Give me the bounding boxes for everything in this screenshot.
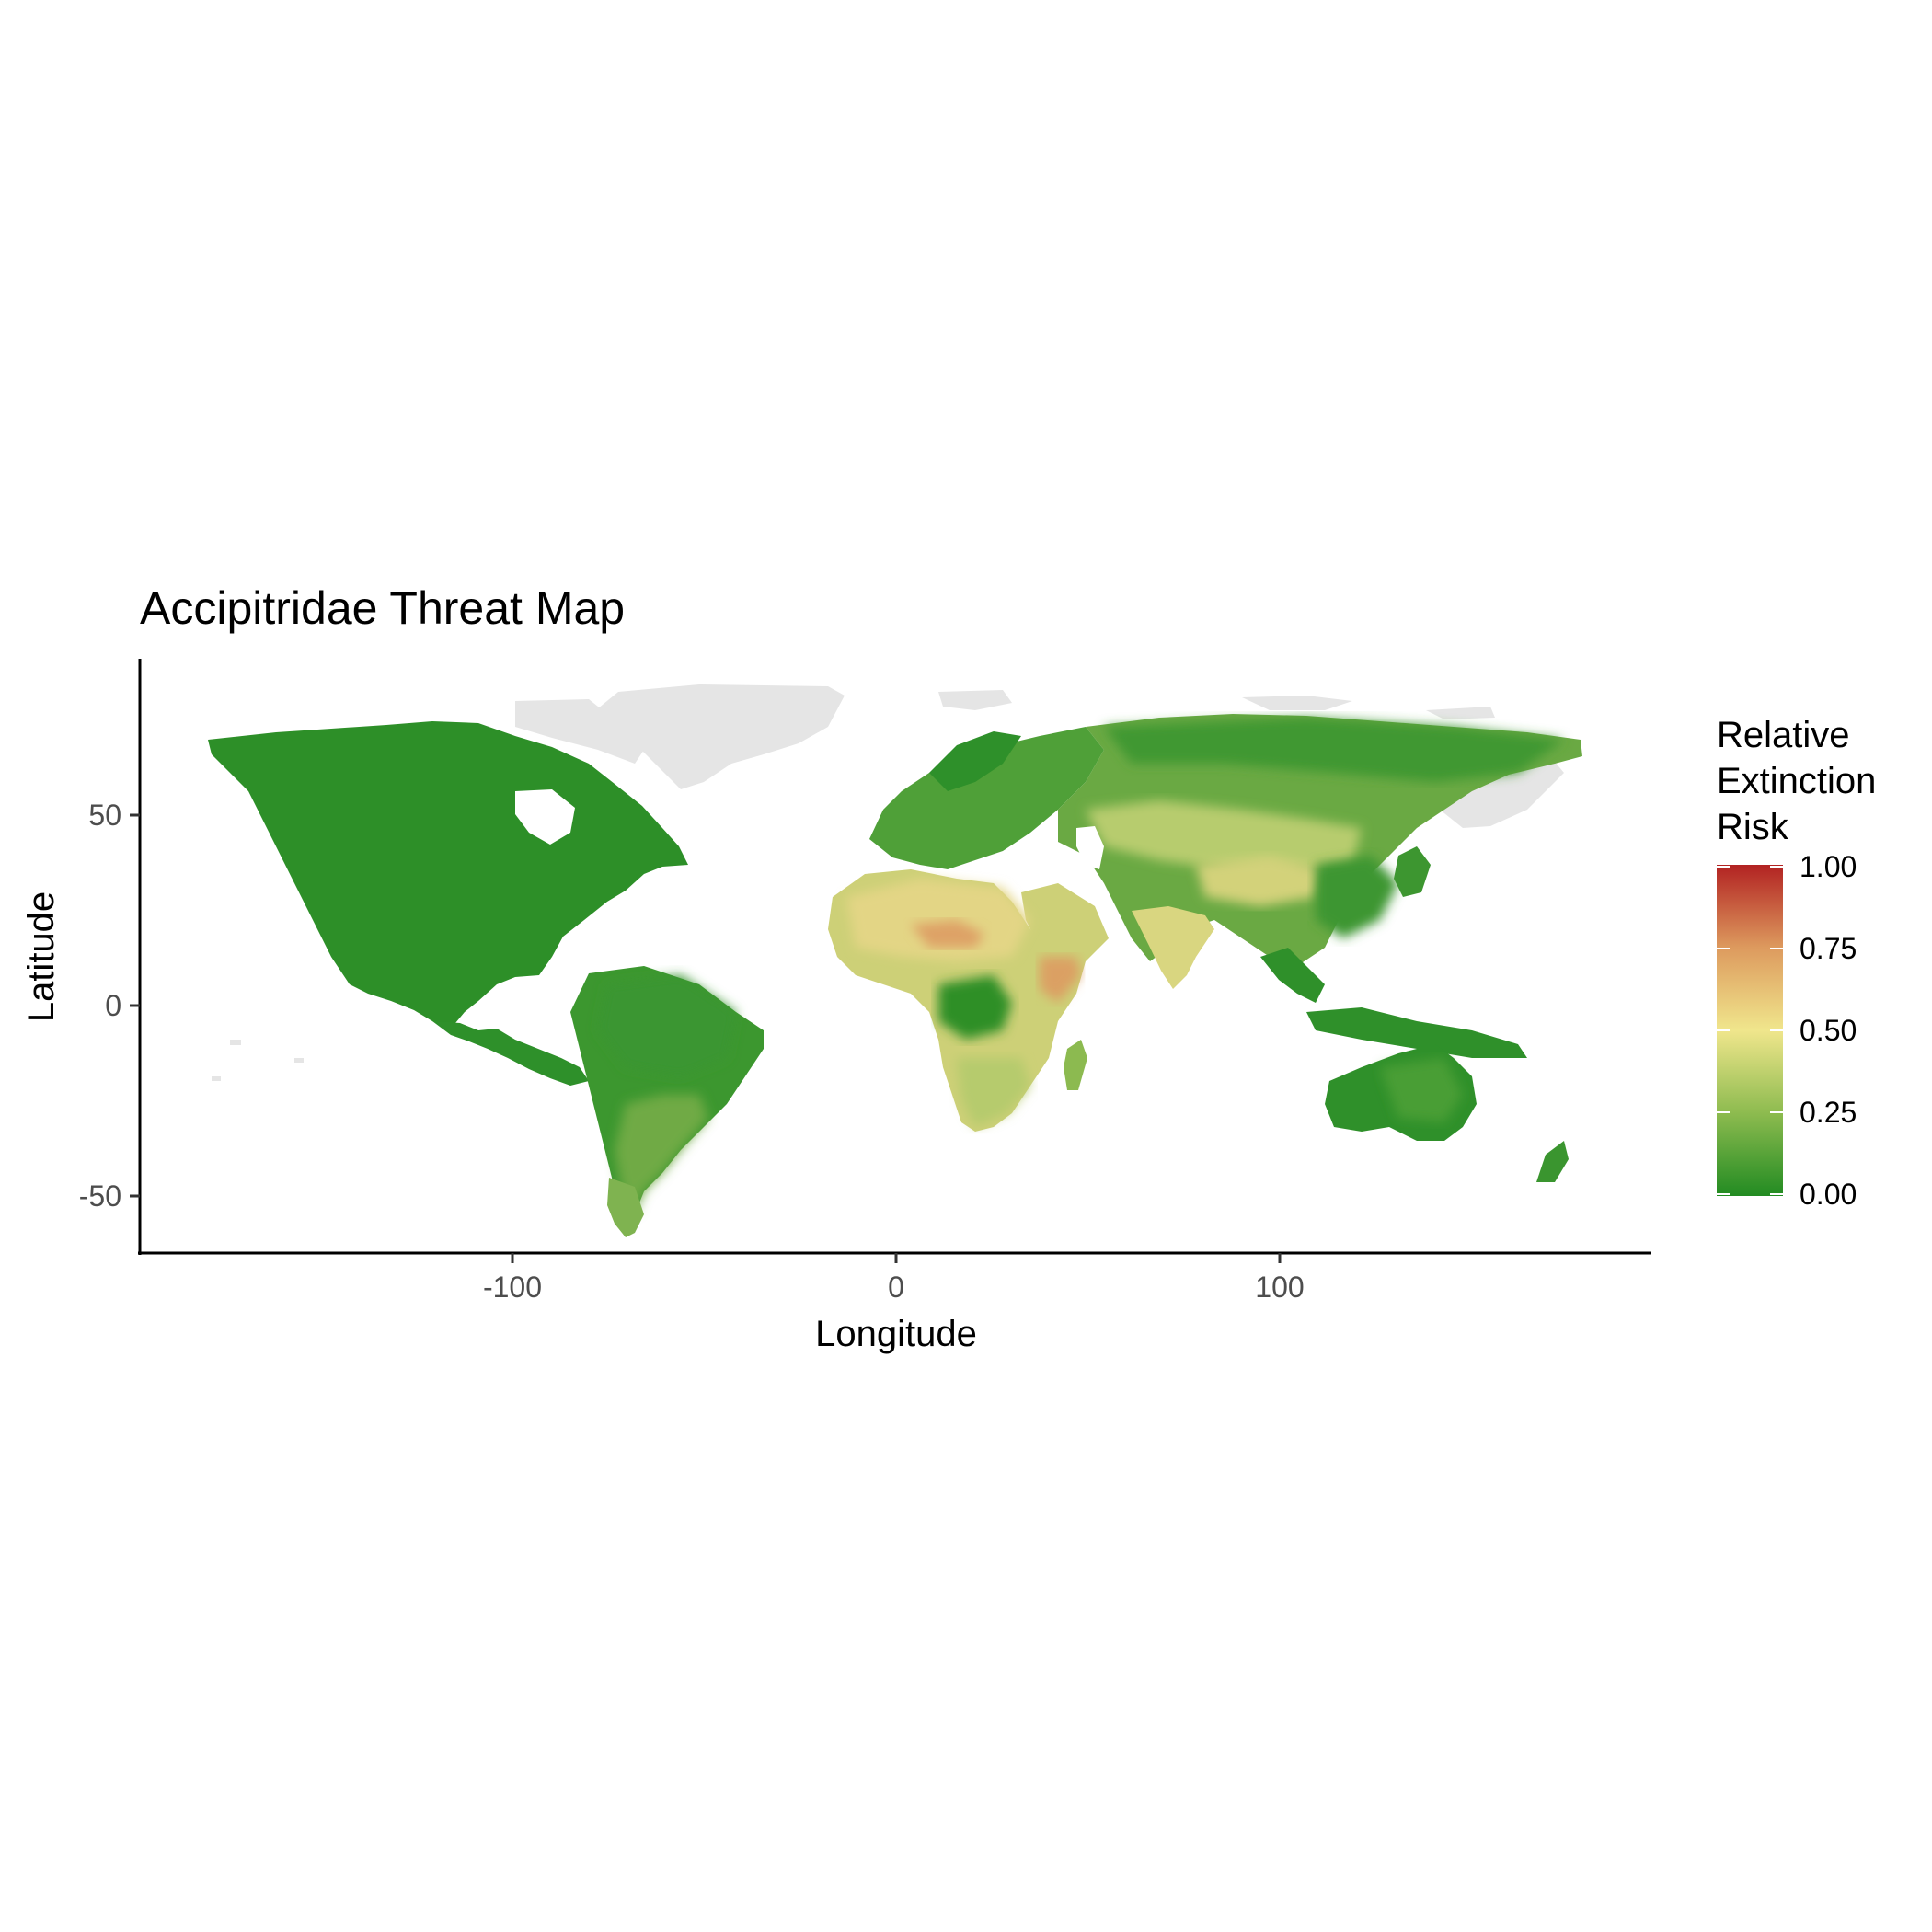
legend-label-0.75: 0.75 [1800,932,1857,965]
southern-africa-region [957,1058,1030,1127]
india-region [1132,906,1214,989]
pacific-islands [212,1040,304,1081]
legend-label-1.00: 1.00 [1800,850,1857,883]
greenland-region [598,684,845,789]
horn-of-africa-region [1040,957,1081,1003]
legend-title-line-2: Extinction [1717,761,1876,801]
legend-label-0.00: 0.00 [1800,1178,1857,1211]
central-asia-region [1086,800,1362,874]
legend-title-line-3: Risk [1717,807,1789,847]
y-axis-ticks: 50 0 -50 [79,799,140,1213]
east-asia-region [1316,856,1398,938]
color-legend: Relative Extinction Risk 1.00 0.75 0.50 … [1717,715,1876,1211]
legend-label-0.25: 0.25 [1800,1096,1857,1129]
central-america-region [432,1021,589,1086]
siberia-region [1104,718,1564,782]
tibetan-plateau-region [1196,856,1325,906]
y-axis-title: Latitude [21,891,62,1022]
central-sahara-region [911,920,984,948]
new-zealand-region [1536,1141,1569,1182]
north-america-region [208,721,688,1029]
x-tick-label: -100 [483,1271,542,1304]
amazon-basin [598,975,736,1076]
x-tick-label: 100 [1255,1271,1304,1304]
map-land [208,684,1582,1237]
chart-title: Accipitridae Threat Map [140,582,625,634]
y-tick-label: -50 [79,1179,121,1213]
legend-label-0.50: 0.50 [1800,1014,1857,1047]
europe-region [869,727,1104,869]
congo-basin-region [938,975,1012,1040]
x-axis-ticks: -100 0 100 [483,1253,1305,1304]
x-tick-label: 0 [888,1271,904,1304]
australia-interior [1380,1058,1463,1122]
patagonia-region [607,1178,644,1237]
japan-region [1394,846,1431,897]
southeast-asia-region [1260,948,1527,1058]
y-tick-label: 0 [105,989,121,1022]
arctic-islands [515,699,644,764]
sahara-region [846,879,1030,961]
svalbard-region [938,690,1012,710]
x-axis-title: Longitude [815,1314,977,1354]
southern-south-america-region [615,1095,708,1214]
y-tick-label: 50 [88,799,121,832]
scandinavia-region [929,731,1021,791]
legend-title-line-1: Relative [1717,715,1850,755]
caspian-sea [1076,826,1104,869]
madagascar-region [1064,1040,1087,1090]
hudson-bay [515,789,575,845]
siberian-islands [1242,696,1495,719]
